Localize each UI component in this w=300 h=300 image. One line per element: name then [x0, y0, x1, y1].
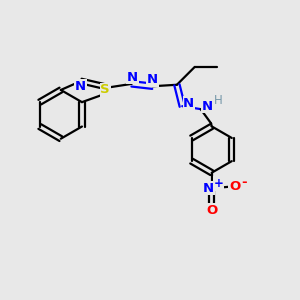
Text: O: O	[206, 204, 217, 217]
Text: -: -	[242, 176, 247, 189]
Text: N: N	[183, 97, 194, 110]
Text: N: N	[147, 73, 158, 86]
Text: H: H	[214, 94, 223, 107]
Text: N: N	[127, 71, 138, 84]
Text: O: O	[229, 180, 240, 193]
Text: S: S	[100, 83, 110, 97]
Text: N: N	[202, 100, 213, 113]
Text: N: N	[203, 182, 214, 195]
Text: +: +	[213, 177, 223, 190]
Text: N: N	[75, 80, 86, 93]
